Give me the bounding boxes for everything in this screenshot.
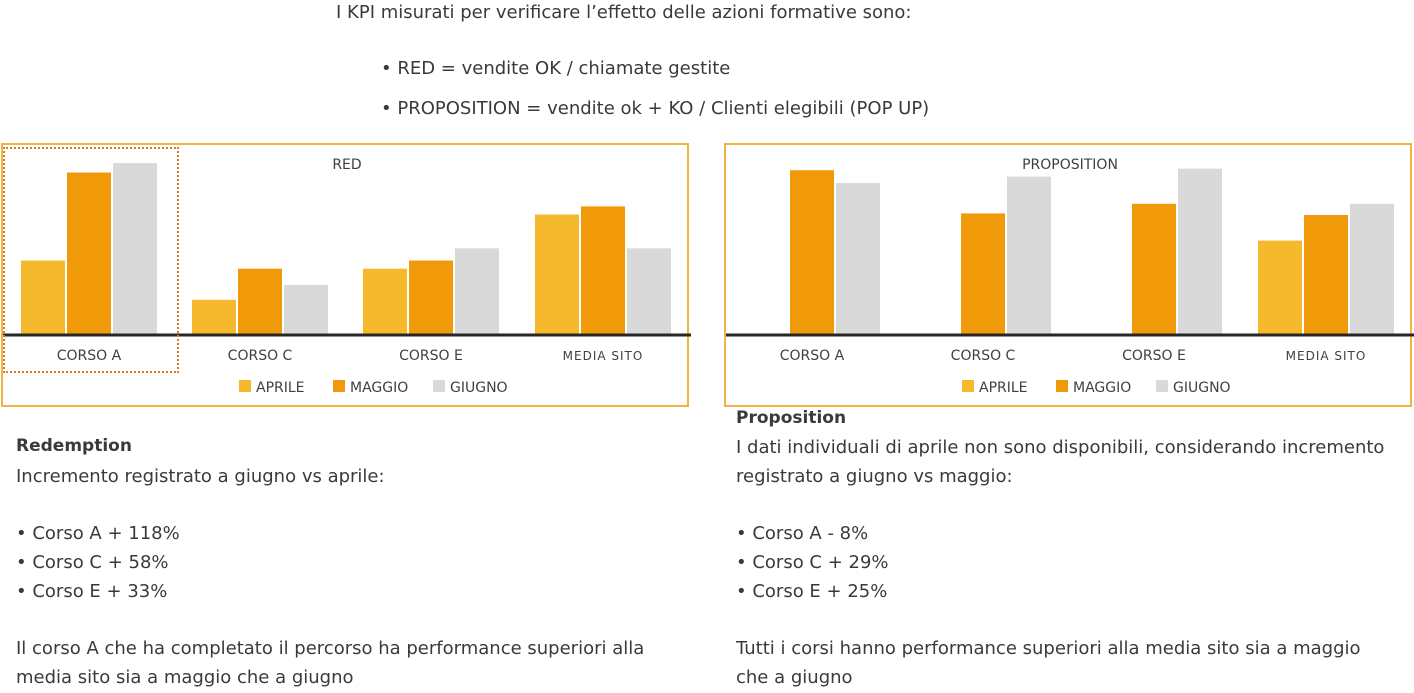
bar-aprile-corso-a [21, 260, 65, 335]
proposition-chart: PROPOSITION CORSO A CORSO C CORSO E MEDIA SI… [726, 157, 1414, 396]
proposition-item: • Corso A - 8% [736, 523, 869, 544]
proposition-item: • Corso C + 29% [736, 552, 889, 573]
bar-giugno-media-sito [627, 248, 671, 335]
bar-giugno-corso-e [455, 248, 499, 335]
legend-label-aprile: APRILE [256, 380, 305, 396]
legend-swatch-maggio [333, 380, 345, 392]
bar-giugno-corso-a [113, 163, 157, 335]
category-label: CORSO C [228, 348, 293, 364]
redemption-item: • Corso C + 58% [16, 552, 169, 573]
corso-a-highlight-box [3, 147, 179, 373]
legend-label-maggio: MAGGIO [350, 380, 408, 396]
kpi-proposition-definition: • PROPOSITION = vendite ok + KO / Client… [381, 98, 930, 119]
bar-maggio-corso-a [790, 170, 834, 335]
legend-swatch-aprile [239, 380, 251, 392]
category-label: CORSO A [780, 348, 845, 364]
proposition-item: • Corso E + 25% [736, 581, 888, 602]
proposition-subtitle: I dati individuali di aprile non sono di… [736, 437, 1385, 487]
legend-swatch-giugno [433, 380, 445, 392]
redemption-subtitle: Incremento registrato a giugno vs aprile… [16, 466, 385, 487]
proposition-chart-frame: PROPOSITION CORSO A CORSO C CORSO E MEDIA SI… [724, 143, 1414, 407]
bar-aprile-media-sito [535, 214, 579, 335]
red-chart: RED CORSO A CORSO C CORSO E MEDIA SITO APRILE… [3, 157, 691, 396]
legend-swatch-giugno [1156, 380, 1168, 392]
legend-swatch-maggio [1056, 380, 1068, 392]
redemption-conclusion: Il corso A che ha completato il percorso… [16, 638, 645, 688]
bar-maggio-corso-c [961, 213, 1005, 335]
bar-maggio-media-sito [581, 206, 625, 335]
bar-giugno-corso-a [836, 183, 880, 335]
legend-label-giugno: GIUGNO [450, 380, 508, 396]
redemption-item: • Corso A + 118% [16, 523, 180, 544]
legend-label-aprile: APRILE [979, 380, 1028, 396]
legend-label-giugno: GIUGNO [1173, 380, 1231, 396]
bar-aprile-media-sito [1258, 240, 1302, 335]
bar-maggio-corso-e [409, 260, 453, 335]
category-label: CORSO E [1122, 348, 1186, 364]
bar-maggio-corso-e [1132, 203, 1176, 335]
chart-title: PROPOSITION [1022, 157, 1118, 173]
legend-swatch-aprile [962, 380, 974, 392]
legend-label-maggio: MAGGIO [1073, 380, 1131, 396]
category-label: MEDIA SITO [563, 349, 644, 363]
intro-text: I KPI misurati per verificare l’effetto … [336, 2, 912, 23]
redemption-item: • Corso E + 33% [16, 581, 168, 602]
category-label: CORSO A [57, 348, 122, 364]
bar-giugno-corso-e [1178, 168, 1222, 335]
category-label: CORSO E [399, 348, 463, 364]
category-label: MEDIA SITO [1286, 349, 1367, 363]
bar-aprile-corso-c [192, 299, 236, 335]
bar-maggio-media-sito [1304, 215, 1348, 335]
proposition-title: Proposition [736, 408, 847, 428]
red-chart-frame: RED CORSO A CORSO C CORSO E MEDIA SITO APRILE… [1, 143, 691, 407]
bar-maggio-corso-c [238, 268, 282, 335]
kpi-red-definition: • RED = vendite OK / chiamate gestite [381, 58, 731, 79]
proposition-conclusion: Tutti i corsi hanno performance superior… [736, 638, 1361, 688]
bar-aprile-corso-e [363, 268, 407, 335]
chart-title: RED [332, 157, 361, 173]
bar-giugno-corso-c [284, 284, 328, 335]
bar-maggio-corso-a [67, 172, 111, 335]
category-label: CORSO C [951, 348, 1016, 364]
bar-giugno-media-sito [1350, 203, 1394, 335]
redemption-title: Redemption [16, 436, 132, 456]
bar-giugno-corso-c [1007, 176, 1051, 335]
